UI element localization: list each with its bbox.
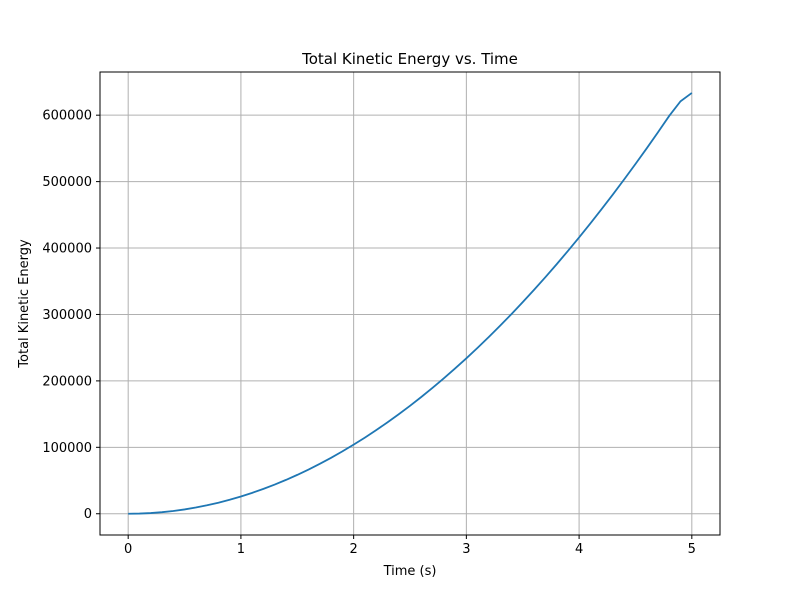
plot-series — [128, 92, 693, 515]
y-tick-label: 100000 — [42, 441, 92, 456]
plot-frame — [99, 71, 721, 536]
x-tick-label: 5 — [688, 542, 696, 557]
y-axis-label: Total Kinetic Energy — [17, 239, 32, 369]
x-axis-label: Time (s) — [383, 564, 437, 579]
y-tick-label: 300000 — [42, 308, 92, 323]
x-tick-label: 4 — [575, 542, 583, 557]
x-tick-label: 3 — [462, 542, 470, 557]
y-tick-label: 200000 — [42, 374, 92, 389]
grid — [100, 72, 720, 535]
y-tick-label: 600000 — [42, 109, 92, 124]
chart-title: Total Kinetic Energy vs. Time — [301, 50, 518, 68]
ticks: 0 1 2 3 4 5 0 100000 200000 300000 400000 500000 600… — [42, 109, 696, 557]
x-tick-label: 1 — [237, 542, 245, 557]
x-tick-label: 0 — [124, 542, 132, 557]
y-tick-label: 500000 — [42, 175, 92, 190]
y-tick-label: 0 — [84, 507, 92, 522]
series-line — [128, 92, 693, 515]
y-tick-label: 400000 — [42, 242, 92, 257]
x-tick-label: 2 — [349, 542, 357, 557]
